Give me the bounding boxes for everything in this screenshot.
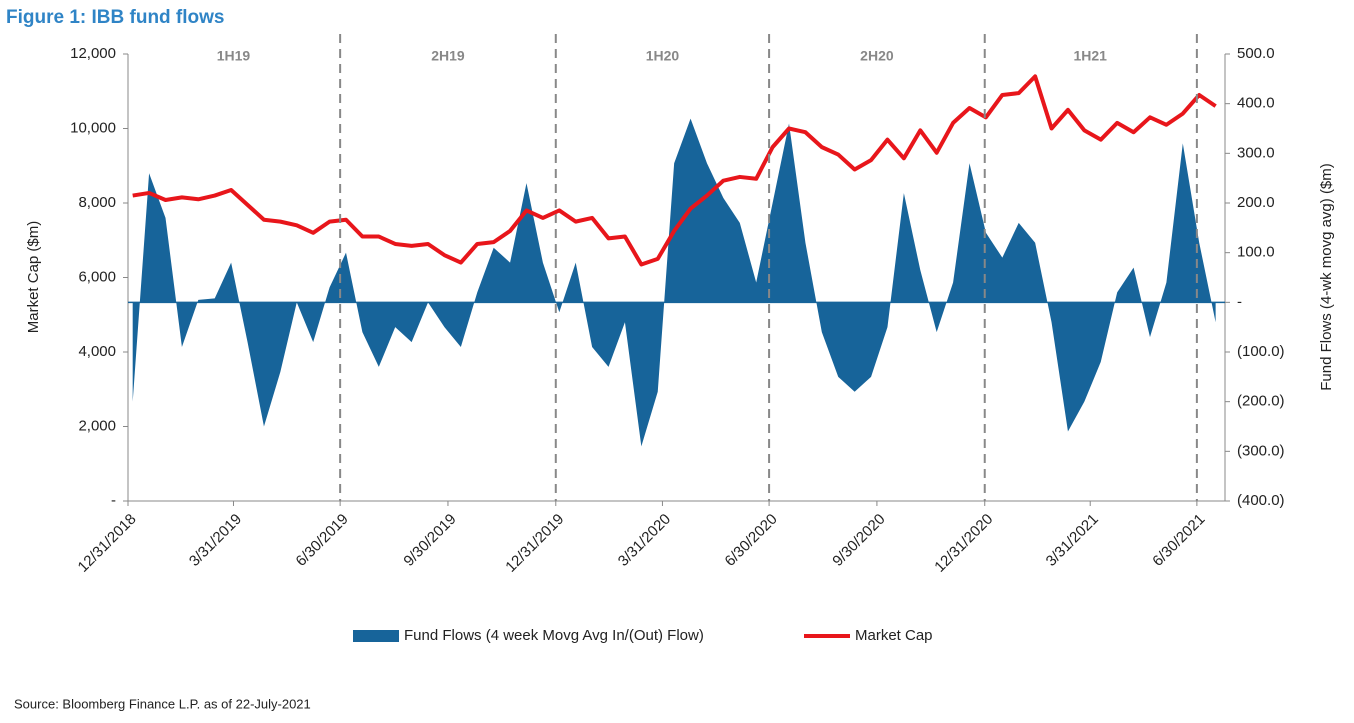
period-label: 2H19	[431, 48, 465, 64]
x-tick-label: 9/30/2019	[400, 511, 459, 570]
y-tick-label: 6,000	[78, 268, 116, 285]
period-label: 1H19	[217, 48, 251, 64]
y2-tick-label: 300.0	[1237, 144, 1275, 161]
y-tick-label: 4,000	[78, 343, 116, 360]
chart-title: Figure 1: IBB fund flows	[6, 7, 225, 28]
y2-tick-label: 200.0	[1237, 194, 1275, 211]
x-tick-label: 12/31/2018	[75, 511, 140, 576]
legend-swatch	[353, 630, 399, 642]
period-label: 2H20	[860, 48, 894, 64]
y-tick-label: 2,000	[78, 417, 116, 434]
legend-label: Fund Flows (4 week Movg Avg In/(Out) Flo…	[404, 627, 704, 644]
x-tick-label: 9/30/2020	[829, 511, 888, 570]
y2-tick-label: (100.0)	[1237, 343, 1285, 360]
x-tick-label: 6/30/2020	[722, 511, 781, 570]
y2-tick-label: (400.0)	[1237, 492, 1285, 509]
x-tick-label: 6/30/2021	[1149, 511, 1208, 570]
source: Source: Bloomberg Finance L.P. as of 22-…	[14, 696, 311, 711]
y2-tick-label: 100.0	[1237, 244, 1275, 261]
market-cap-line	[132, 74, 1217, 267]
flow-area	[132, 118, 1216, 447]
legend-label: Market Cap	[855, 627, 933, 644]
x-tick-label: 12/31/2020	[931, 511, 996, 576]
period-label: 1H21	[1073, 48, 1107, 64]
y2-tick-label: 500.0	[1237, 45, 1275, 62]
y-axis-label: Market Cap ($m)	[25, 221, 42, 334]
y2-tick-label: -	[1237, 293, 1242, 310]
y2-axis-label: Fund Flows (4-wk movg avg) ($m)	[1318, 163, 1335, 391]
x-tick-label: 3/31/2021	[1043, 511, 1102, 570]
period-label: 1H20	[646, 48, 680, 64]
y2-tick-label: (300.0)	[1237, 442, 1285, 459]
y-tick-label: 10,000	[70, 119, 116, 136]
x-tick-label: 3/31/2019	[186, 511, 245, 570]
y2-tick-label: 400.0	[1237, 95, 1275, 112]
x-tick-label: 12/31/2019	[502, 511, 567, 576]
x-tick-label: 3/31/2020	[615, 511, 674, 570]
y-tick-label: 12,000	[70, 45, 116, 62]
y-tick-label: 8,000	[78, 194, 116, 211]
x-tick-label: 6/30/2019	[293, 511, 352, 570]
y-tick-label: -	[111, 492, 116, 509]
y2-tick-label: (200.0)	[1237, 393, 1285, 410]
